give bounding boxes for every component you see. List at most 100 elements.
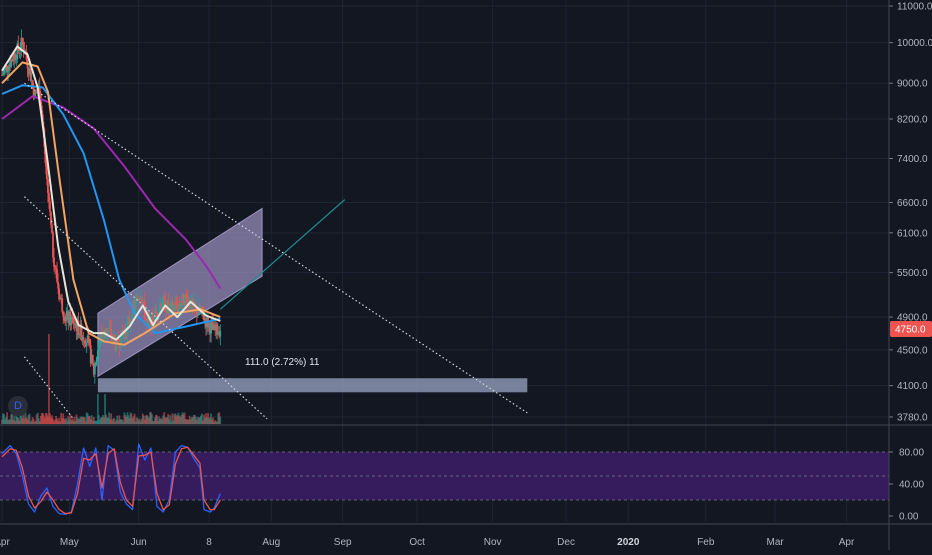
candle-body (40, 105, 43, 115)
candle-body (129, 322, 132, 324)
candle-body (102, 335, 104, 337)
volume-bar (57, 421, 59, 424)
candle-body (190, 299, 193, 311)
volume-bar (66, 421, 69, 424)
candle-body (184, 294, 187, 307)
volume-bar (35, 414, 38, 424)
candle-body (13, 53, 16, 61)
volume-bar (106, 417, 108, 424)
volume-bar (129, 412, 132, 424)
volume-bar (9, 419, 12, 424)
y-tick-label: 7400.0 (897, 154, 928, 165)
candle-body (113, 334, 116, 340)
volume-bar (76, 417, 79, 424)
volume-bar (126, 412, 129, 424)
x-tick-label: Apr (839, 537, 855, 548)
volume-bar (44, 412, 47, 424)
volume-bar (164, 417, 167, 424)
y-tick-label: 3780.0 (897, 412, 928, 423)
volume-bar (69, 414, 72, 424)
candle-body (21, 37, 24, 42)
volume-bar (12, 419, 15, 424)
volume-bar (147, 418, 150, 424)
candle-body (133, 307, 136, 311)
y-tick-label: 5500.0 (897, 268, 928, 279)
candle-body (154, 310, 156, 324)
volume-bar (192, 414, 195, 424)
volume-bar (102, 415, 104, 424)
volume-bar (139, 421, 142, 424)
volume-bar (193, 415, 196, 424)
volume-bar (211, 419, 214, 424)
candle-body (119, 347, 122, 349)
volume-bar (196, 416, 199, 424)
volume-bar (40, 412, 43, 424)
volume-bar (174, 413, 177, 424)
volume-bar (38, 421, 41, 424)
volume-bar (87, 416, 90, 424)
volume-bar (67, 416, 70, 424)
volume-bar (110, 413, 113, 424)
volume-bar (144, 415, 147, 424)
volume-bar (13, 415, 16, 424)
volume-bar (20, 415, 23, 424)
volume-bar (88, 415, 91, 424)
candle-body (218, 332, 221, 337)
candle-body (136, 297, 139, 300)
candle-body (175, 302, 178, 306)
candle-body (1, 74, 3, 76)
candle-body (112, 334, 115, 339)
volume-bar (6, 412, 8, 424)
candle-body (6, 65, 8, 72)
volume-bar (214, 420, 217, 424)
candle-body (88, 338, 91, 346)
candle-body (82, 337, 85, 341)
volume-bar (85, 412, 88, 424)
y-tick-label: 4900.0 (897, 313, 928, 324)
candle-body (150, 317, 152, 331)
candle-body (142, 300, 145, 302)
volume-bar (137, 420, 140, 424)
candle-body (25, 53, 28, 60)
candle-body (156, 313, 158, 317)
osc-tick-label: 40.00 (899, 480, 924, 491)
x-tick-label: Sep (334, 537, 352, 548)
candle-body (14, 53, 17, 60)
volume-bar (90, 415, 93, 424)
moving-average-line (1, 95, 222, 289)
candle-body (216, 323, 219, 335)
volume-bar (25, 417, 28, 424)
trendline (219, 199, 346, 310)
volume-bar (105, 414, 107, 424)
candle-body (76, 320, 79, 332)
volume-bar (50, 417, 52, 424)
volume-bar (41, 413, 44, 424)
interval-badge[interactable]: D (8, 396, 28, 416)
volume-bar (109, 418, 112, 424)
candle-body (11, 59, 14, 61)
candle-body (172, 306, 175, 311)
volume-bar (11, 412, 14, 424)
volume-bar (36, 412, 39, 424)
volume-bar (173, 414, 176, 424)
candle-body (96, 350, 99, 358)
volume-bar (74, 421, 77, 424)
x-tick-label: 2020 (617, 537, 640, 548)
volume-bar (219, 416, 222, 424)
candle-body (59, 297, 62, 300)
candle-body (132, 305, 135, 308)
candle-body (134, 300, 137, 311)
candle-body (165, 311, 168, 313)
candle-body (2, 73, 4, 75)
volume-bar (75, 414, 78, 424)
candle-body (90, 354, 93, 364)
candle-body (95, 357, 98, 363)
volume-bar (70, 420, 73, 424)
volume-bar (43, 417, 46, 424)
volume-bar (96, 394, 99, 424)
volume-bar (77, 419, 80, 424)
volume-bar (141, 413, 144, 424)
